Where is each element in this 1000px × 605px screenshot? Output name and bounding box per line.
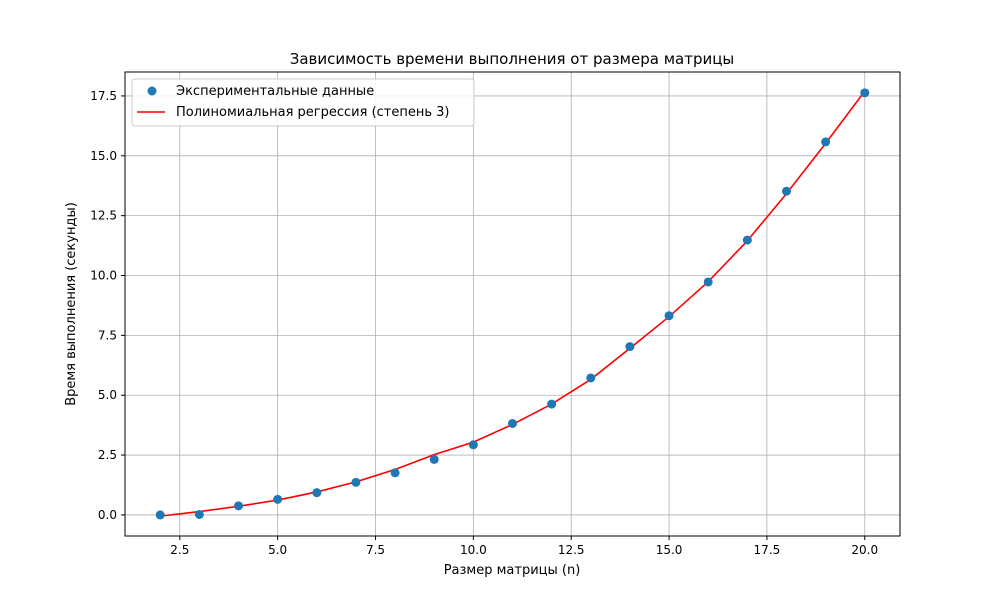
legend-box [131,78,475,127]
scatter-point [781,186,791,196]
scatter-point [351,477,361,487]
scatter-point [468,440,478,450]
x-tick-label: 15.0 [656,543,683,557]
grid [125,72,900,536]
scatter-point [547,399,557,409]
x-tick-label: 12.5 [558,543,585,557]
x-tick-label: 20.0 [851,543,878,557]
y-tick-label: 0.0 [98,508,117,522]
scatter-point [703,277,713,287]
legend-label-line: Полиномиальная регрессия (степень 3) [176,105,450,120]
y-tick-label: 7.5 [98,328,117,342]
x-tick-label: 5.0 [268,543,287,557]
x-tick-label: 10.0 [460,543,487,557]
legend-scatter-marker [147,86,157,96]
legend-label-scatter: Экспериментальные данные [176,84,374,99]
scatter-point [625,342,635,352]
x-axis-ticks: 2.5 5.0 7.5 10.0 12.5 15.0 17.5 20.0 [170,536,878,557]
scatter-point [312,488,322,498]
scatter-point [273,494,283,504]
x-tick-label: 17.5 [754,543,781,557]
y-axis-ticks: 0.0 2.5 5.0 7.5 10.0 12.5 15.0 17.5 [90,89,125,522]
plot-area-frame [124,71,901,537]
scatter-point [508,418,517,428]
legend: Экспериментальные данные Полиномиальная … [131,78,475,127]
y-tick-label: 15.0 [90,149,117,163]
scatter-points-layer [155,88,870,520]
scatter-point [234,501,244,511]
y-tick-label: 17.5 [90,89,117,103]
x-axis-title: Размер матрицы (n) [444,563,581,578]
scatter-point [821,137,831,147]
scatter-point [429,454,439,464]
chart-title: Зависимость времени выполнения от размер… [290,50,735,68]
scatter-point [194,509,204,519]
y-axis-title: Время выполнения (секунды) [64,202,79,406]
scatter-point [586,373,596,383]
scatter-point [742,235,752,245]
y-tick-label: 12.5 [90,209,117,223]
scatter-point [860,88,870,98]
x-tick-label: 7.5 [366,543,385,557]
y-tick-label: 10.0 [90,269,117,283]
y-tick-label: 2.5 [98,448,117,462]
y-tick-label: 5.0 [98,388,117,402]
x-tick-label: 2.5 [170,543,189,557]
scatter-point [155,510,165,520]
scatter-point [664,311,674,321]
scatter-point [390,468,400,478]
